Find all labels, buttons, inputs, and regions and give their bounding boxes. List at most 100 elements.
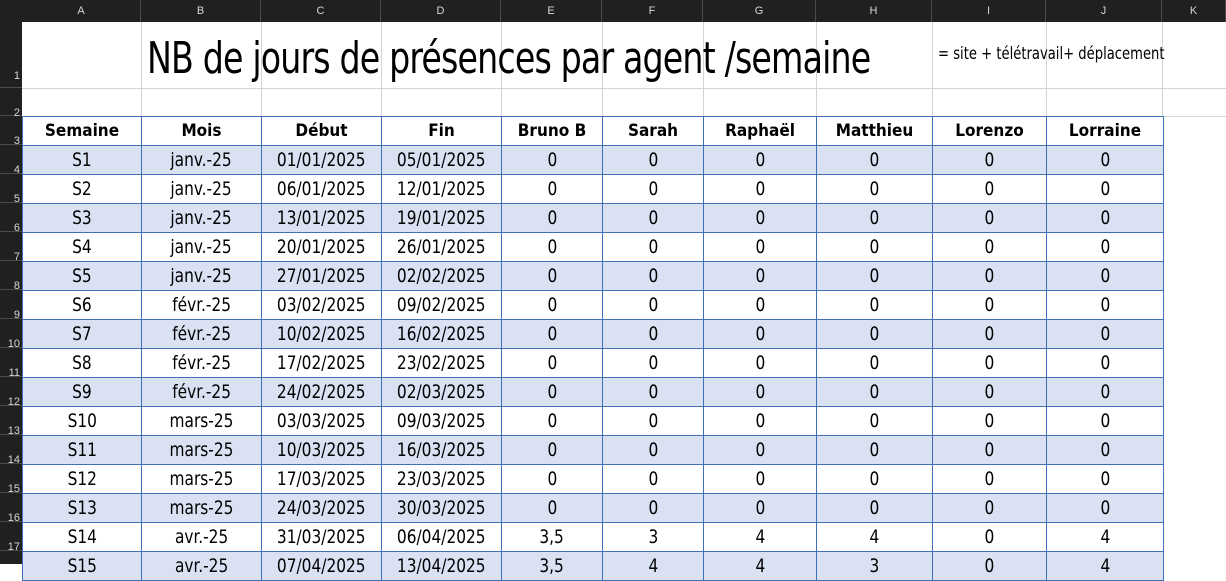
table-cell[interactable]: 0 (602, 174, 704, 204)
table-cell[interactable]: 0 (932, 145, 1047, 175)
row-header[interactable]: 13 (0, 406, 22, 437)
table-cell[interactable]: 4 (1046, 522, 1164, 552)
row-header[interactable]: 2 (0, 88, 22, 119)
table-cell[interactable]: 03/02/2025 (261, 290, 382, 320)
column-header[interactable]: I (932, 0, 1046, 22)
table-cell[interactable]: 0 (932, 406, 1047, 436)
column-title[interactable]: Fin (381, 116, 502, 146)
table-cell[interactable]: 0 (602, 493, 704, 523)
table-cell[interactable]: 16/02/2025 (381, 319, 502, 349)
table-cell[interactable]: S9 (22, 377, 142, 407)
table-cell[interactable]: 0 (1046, 145, 1164, 175)
table-cell[interactable]: S3 (22, 203, 142, 233)
table-cell[interactable]: janv.-25 (141, 145, 262, 175)
table-cell[interactable]: 0 (703, 290, 817, 320)
table-cell[interactable]: 0 (501, 232, 603, 262)
table-cell[interactable]: S14 (22, 522, 142, 552)
table-cell[interactable]: 0 (816, 232, 933, 262)
table-cell[interactable]: S5 (22, 261, 142, 291)
row-header[interactable]: 10 (0, 319, 22, 350)
table-cell[interactable]: 0 (932, 261, 1047, 291)
table-cell[interactable]: S6 (22, 290, 142, 320)
table-cell[interactable]: 0 (932, 464, 1047, 494)
table-cell[interactable]: 0 (816, 406, 933, 436)
table-cell[interactable]: 0 (602, 464, 704, 494)
table-cell[interactable]: 0 (501, 435, 603, 465)
table-cell[interactable]: févr.-25 (141, 377, 262, 407)
table-cell[interactable]: 3 (816, 551, 933, 581)
table-cell[interactable]: 0 (1046, 203, 1164, 233)
column-header[interactable]: C (261, 0, 381, 22)
row-header[interactable]: 12 (0, 377, 22, 408)
column-header[interactable]: H (816, 0, 932, 22)
table-cell[interactable]: 0 (1046, 348, 1164, 378)
table-cell[interactable]: 0 (501, 464, 603, 494)
table-cell[interactable]: S11 (22, 435, 142, 465)
table-cell[interactable]: 3 (602, 522, 704, 552)
row-header[interactable]: 4 (0, 145, 22, 176)
table-cell[interactable]: 0 (602, 435, 704, 465)
table-cell[interactable]: 0 (602, 377, 704, 407)
table-cell[interactable]: janv.-25 (141, 232, 262, 262)
column-title[interactable]: Lorenzo (932, 116, 1047, 146)
column-header[interactable]: E (501, 0, 602, 22)
table-cell[interactable]: 0 (501, 406, 603, 436)
row-header[interactable]: 5 (0, 174, 22, 205)
table-cell[interactable]: 13/01/2025 (261, 203, 382, 233)
table-cell[interactable]: 0 (932, 174, 1047, 204)
table-cell[interactable]: janv.-25 (141, 174, 262, 204)
table-cell[interactable]: avr.-25 (141, 522, 262, 552)
column-header[interactable]: B (141, 0, 261, 22)
table-cell[interactable]: 0 (1046, 435, 1164, 465)
table-cell[interactable]: 0 (703, 464, 817, 494)
table-cell[interactable]: 0 (501, 377, 603, 407)
table-cell[interactable]: 0 (816, 145, 933, 175)
row-header[interactable]: 11 (0, 348, 22, 379)
table-cell[interactable]: avr.-25 (141, 551, 262, 581)
table-cell[interactable]: 4 (1046, 551, 1164, 581)
sheet-note[interactable]: = site + télétravail+ déplacement (938, 44, 1165, 64)
table-cell[interactable]: 03/03/2025 (261, 406, 382, 436)
table-cell[interactable]: 09/02/2025 (381, 290, 502, 320)
table-cell[interactable]: 0 (602, 261, 704, 291)
table-cell[interactable]: 0 (1046, 232, 1164, 262)
row-header[interactable]: 16 (0, 493, 22, 524)
table-cell[interactable]: févr.-25 (141, 290, 262, 320)
table-cell[interactable]: 02/02/2025 (381, 261, 502, 291)
sheet-title[interactable]: NB de jours de présences par agent /sema… (147, 33, 871, 84)
column-title[interactable]: Raphaël (703, 116, 817, 146)
table-cell[interactable]: 0 (816, 377, 933, 407)
table-cell[interactable]: 23/02/2025 (381, 348, 502, 378)
table-cell[interactable]: 0 (602, 145, 704, 175)
column-title[interactable]: Mois (141, 116, 262, 146)
table-cell[interactable]: 0 (816, 261, 933, 291)
column-header[interactable]: K (1162, 0, 1226, 22)
table-cell[interactable]: 0 (501, 290, 603, 320)
table-cell[interactable]: S1 (22, 145, 142, 175)
table-cell[interactable]: 0 (703, 493, 817, 523)
table-cell[interactable]: 4 (602, 551, 704, 581)
table-cell[interactable]: 0 (1046, 290, 1164, 320)
table-cell[interactable]: janv.-25 (141, 261, 262, 291)
table-cell[interactable]: 17/03/2025 (261, 464, 382, 494)
column-header[interactable]: F (602, 0, 703, 22)
row-header[interactable]: 15 (0, 464, 22, 495)
table-cell[interactable]: 0 (501, 319, 603, 349)
table-cell[interactable]: 02/03/2025 (381, 377, 502, 407)
table-cell[interactable]: 0 (1046, 174, 1164, 204)
table-cell[interactable]: S15 (22, 551, 142, 581)
table-cell[interactable]: 3,5 (501, 522, 603, 552)
table-cell[interactable]: 0 (932, 319, 1047, 349)
column-title[interactable]: Sarah (602, 116, 704, 146)
table-cell[interactable]: 27/01/2025 (261, 261, 382, 291)
table-cell[interactable]: S8 (22, 348, 142, 378)
table-cell[interactable]: 0 (602, 348, 704, 378)
table-cell[interactable]: 4 (816, 522, 933, 552)
table-cell[interactable]: 24/02/2025 (261, 377, 382, 407)
table-cell[interactable]: 0 (602, 319, 704, 349)
table-cell[interactable]: 24/03/2025 (261, 493, 382, 523)
column-title[interactable]: Semaine (22, 116, 142, 146)
table-cell[interactable]: 12/01/2025 (381, 174, 502, 204)
table-cell[interactable]: S10 (22, 406, 142, 436)
table-cell[interactable]: 0 (1046, 319, 1164, 349)
